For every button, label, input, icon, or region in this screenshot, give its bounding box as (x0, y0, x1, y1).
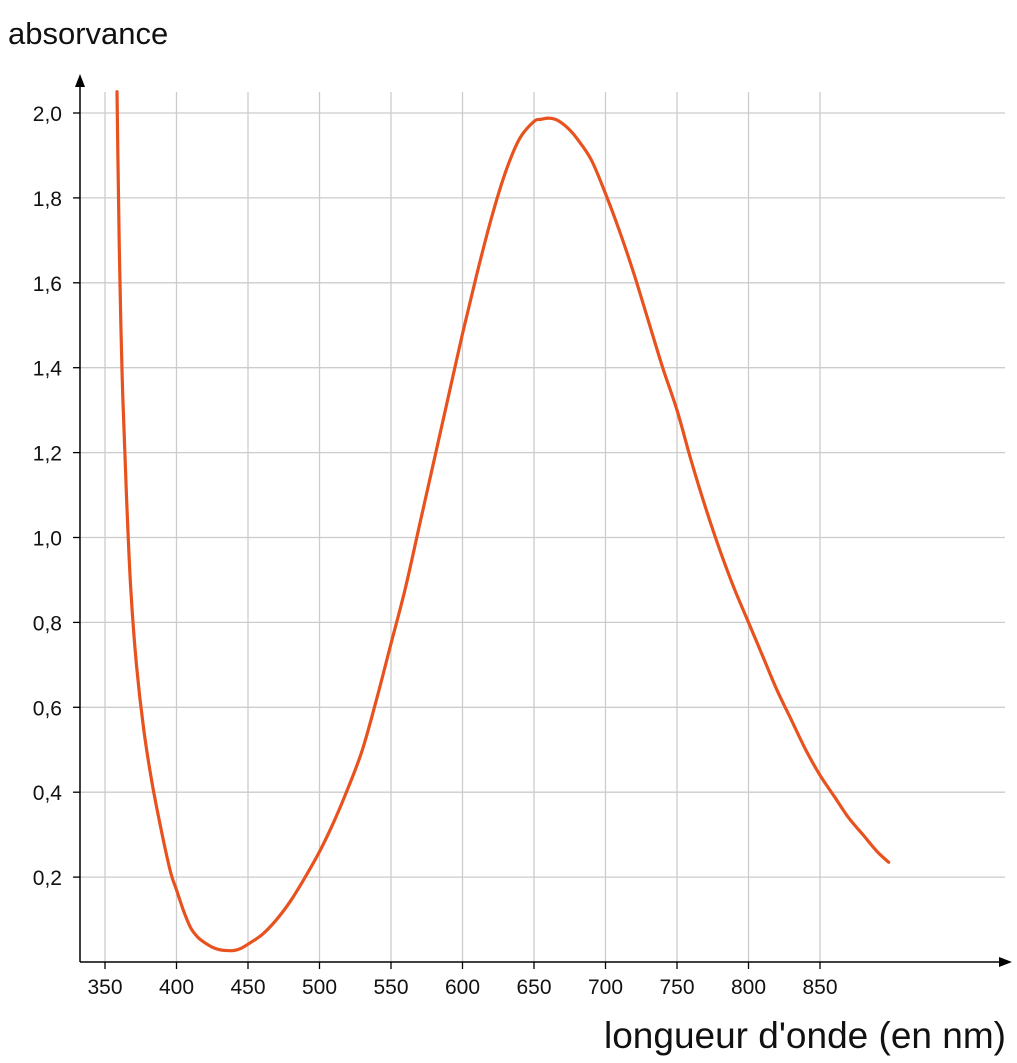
y-tick-label: 1,4 (33, 358, 63, 381)
vertical-gridlines (104, 92, 821, 962)
y-tick-marks (73, 112, 80, 878)
x-tick-label: 350 (87, 976, 122, 999)
y-tick-labels: 0,2 0,4 0,6 0,8 1,0 1,2 1,4 1,6 1,8 2,0 (33, 103, 63, 890)
x-tick-label: 850 (802, 976, 837, 999)
x-tick-label: 600 (445, 976, 480, 999)
y-tick-label: 0,8 (33, 612, 62, 635)
x-tick-label: 750 (659, 976, 694, 999)
y-tick-label: 0,2 (33, 867, 62, 890)
x-tick-label: 450 (230, 976, 265, 999)
x-tick-marks (104, 962, 821, 969)
y-tick-label: 1,2 (33, 443, 62, 466)
y-tick-label: 0,6 (33, 697, 62, 720)
absorbance-curve (115, 90, 891, 953)
x-tick-labels: 350 400 450 500 550 600 650 700 750 800 850 (87, 976, 837, 999)
horizontal-gridlines (80, 112, 1005, 878)
x-axis-arrowhead (999, 957, 1012, 967)
y-axis-title: absorvance (8, 16, 168, 51)
y-tick-label: 1,0 (33, 528, 62, 551)
x-tick-label: 800 (731, 976, 766, 999)
y-tick-label: 2,0 (33, 103, 62, 126)
x-tick-label: 500 (302, 976, 337, 999)
x-axis-title: longueur d'onde (en nm) (604, 1015, 1006, 1056)
x-tick-label: 400 (159, 976, 194, 999)
y-tick-label: 1,8 (33, 188, 62, 211)
y-axis-arrowhead (75, 74, 85, 87)
x-tick-label: 550 (373, 976, 408, 999)
y-tick-label: 1,6 (33, 273, 62, 296)
x-tick-label: 700 (588, 976, 623, 999)
x-tick-label: 650 (516, 976, 551, 999)
y-tick-label: 0,4 (33, 782, 63, 805)
